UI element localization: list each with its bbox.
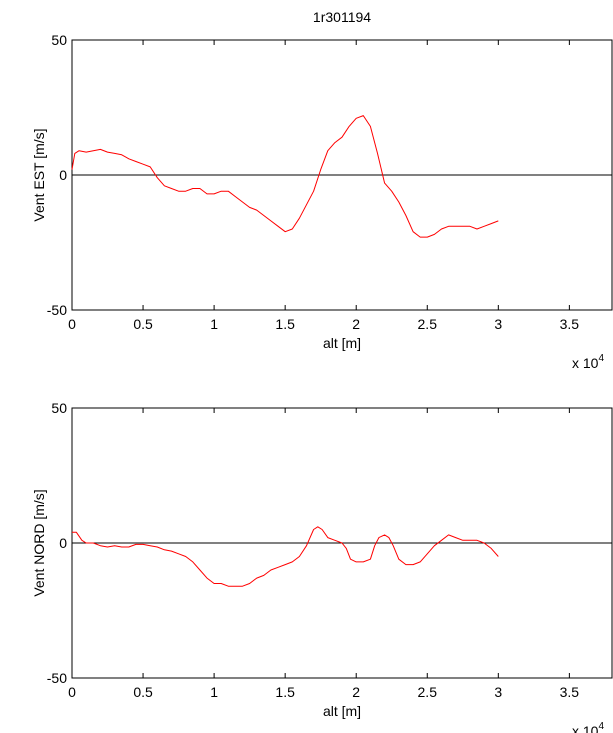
x-tick-label: 2.5 bbox=[418, 684, 438, 700]
x-tick-label: 1.5 bbox=[275, 684, 295, 700]
chart-title: 1r301194 bbox=[313, 9, 371, 25]
series-line bbox=[72, 526, 499, 587]
x-tick-label: 1 bbox=[210, 316, 218, 332]
x-exponent-label: x 104 bbox=[572, 721, 604, 733]
y-tick-label: 50 bbox=[51, 32, 67, 48]
x-tick-label: 3 bbox=[494, 316, 502, 332]
y-tick-label: 0 bbox=[59, 535, 67, 551]
x-exponent-label: x 104 bbox=[572, 353, 604, 371]
x-axis-label: alt [m] bbox=[323, 335, 361, 351]
x-tick-label: 2 bbox=[352, 684, 360, 700]
x-tick-label: 1.5 bbox=[275, 316, 295, 332]
y-axis-label: Vent NORD [m/s] bbox=[31, 489, 47, 596]
y-tick-label: -50 bbox=[47, 302, 67, 318]
x-tick-label: 1 bbox=[210, 684, 218, 700]
x-tick-label: 0 bbox=[68, 684, 76, 700]
x-tick-label: 0.5 bbox=[133, 316, 153, 332]
x-tick-label: 3 bbox=[494, 684, 502, 700]
x-tick-label: 2.5 bbox=[418, 316, 438, 332]
x-tick-label: 0.5 bbox=[133, 684, 153, 700]
y-tick-label: -50 bbox=[47, 670, 67, 686]
x-tick-label: 3.5 bbox=[560, 316, 580, 332]
x-tick-label: 2 bbox=[352, 316, 360, 332]
x-tick-label: 0 bbox=[68, 316, 76, 332]
y-tick-label: 0 bbox=[59, 167, 67, 183]
x-tick-label: 3.5 bbox=[560, 684, 580, 700]
series-line bbox=[71, 115, 499, 238]
y-tick-label: 50 bbox=[51, 400, 67, 416]
x-axis-label: alt [m] bbox=[323, 703, 361, 719]
y-axis-label: Vent EST [m/s] bbox=[31, 128, 47, 221]
